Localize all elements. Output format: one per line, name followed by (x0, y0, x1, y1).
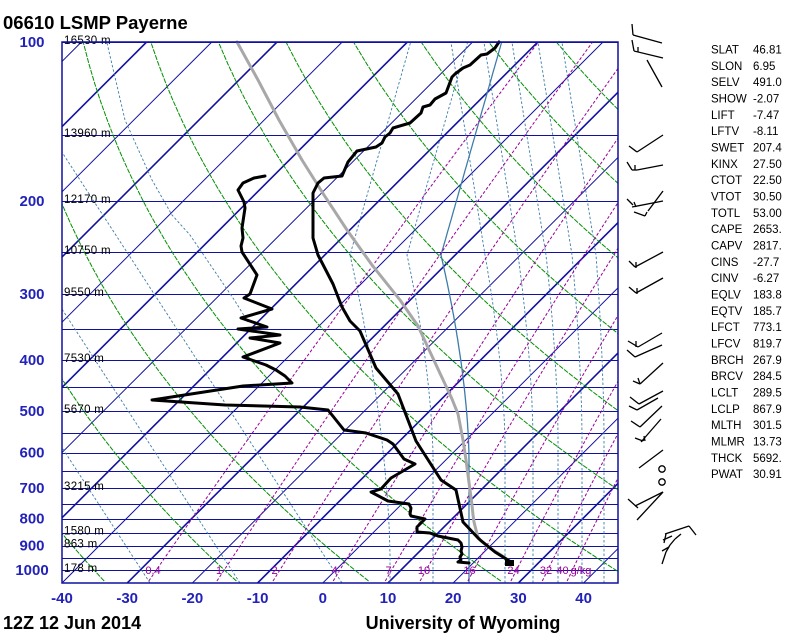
svg-text:LCLP: LCLP (711, 404, 740, 416)
svg-text:600: 600 (19, 445, 44, 462)
svg-text:10750 m: 10750 m (64, 245, 111, 257)
svg-text:PWAT: PWAT (711, 469, 743, 481)
svg-text:30.91: 30.91 (753, 469, 782, 481)
svg-text:LFCV: LFCV (711, 338, 741, 350)
svg-text:SHOW: SHOW (711, 93, 747, 105)
svg-text:100: 100 (19, 34, 44, 51)
svg-text:491.0: 491.0 (753, 77, 782, 89)
svg-text:9550 m: 9550 m (64, 287, 104, 299)
svg-text:1000: 1000 (15, 562, 48, 579)
svg-text:200: 200 (19, 193, 44, 210)
svg-text:-6.27: -6.27 (753, 273, 779, 285)
svg-text:30: 30 (510, 590, 527, 607)
svg-text:5692.: 5692. (753, 453, 782, 465)
svg-text:12170 m: 12170 m (64, 194, 111, 206)
svg-text:53.00: 53.00 (753, 208, 782, 220)
svg-text:CINS: CINS (711, 257, 739, 269)
svg-text:900: 900 (19, 538, 44, 555)
svg-text:MLTH: MLTH (711, 420, 741, 432)
svg-text:1580 m: 1580 m (64, 526, 104, 538)
svg-text:BRCH: BRCH (711, 355, 744, 367)
svg-text:13.73: 13.73 (753, 436, 782, 448)
svg-text:2653.: 2653. (753, 224, 782, 236)
svg-text:-30: -30 (116, 590, 138, 607)
svg-text:800: 800 (19, 511, 44, 528)
svg-text:40: 40 (556, 565, 568, 577)
svg-text:LFTV: LFTV (711, 126, 739, 138)
svg-text:267.9: 267.9 (753, 355, 782, 367)
svg-text:10: 10 (380, 590, 397, 607)
svg-text:-7.47: -7.47 (753, 110, 779, 122)
svg-text:773.1: 773.1 (753, 322, 782, 334)
svg-text:27.50: 27.50 (753, 159, 782, 171)
svg-text:22.50: 22.50 (753, 175, 782, 187)
svg-text:CINV: CINV (711, 273, 739, 285)
svg-text:40: 40 (575, 590, 592, 607)
svg-text:32: 32 (540, 565, 552, 577)
svg-text:-10: -10 (247, 590, 269, 607)
svg-text:5670 m: 5670 m (64, 404, 104, 416)
svg-text:500: 500 (19, 403, 44, 420)
svg-text:2: 2 (271, 565, 277, 577)
svg-text:VTOT: VTOT (711, 191, 741, 203)
svg-text:MLMR: MLMR (711, 436, 745, 448)
svg-text:06610 LSMP Payerne: 06610 LSMP Payerne (3, 12, 188, 33)
svg-text:g/kg: g/kg (571, 565, 592, 577)
svg-text:0.4: 0.4 (145, 565, 160, 577)
svg-text:BRCV: BRCV (711, 371, 743, 383)
svg-text:10: 10 (418, 565, 430, 577)
svg-text:-27.7: -27.7 (753, 257, 779, 269)
svg-text:-8.11: -8.11 (753, 126, 778, 138)
svg-text:24: 24 (507, 565, 519, 577)
svg-text:289.5: 289.5 (753, 387, 782, 399)
svg-text:KINX: KINX (711, 159, 738, 171)
svg-text:301.5: 301.5 (753, 420, 782, 432)
svg-text:CTOT: CTOT (711, 175, 742, 187)
svg-text:LCLT: LCLT (711, 387, 738, 399)
svg-text:1: 1 (216, 565, 222, 577)
svg-text:CAPV: CAPV (711, 240, 743, 252)
svg-text:30.50: 30.50 (753, 191, 782, 203)
svg-text:12Z 12 Jun 2014: 12Z 12 Jun 2014 (3, 613, 141, 633)
svg-text:185.7: 185.7 (753, 306, 782, 318)
svg-text:CAPE: CAPE (711, 224, 743, 236)
svg-text:SWET: SWET (711, 142, 744, 154)
svg-text:EQLV: EQLV (711, 289, 741, 301)
svg-text:THCK: THCK (711, 453, 743, 465)
svg-text:16530 m: 16530 m (64, 35, 111, 47)
svg-text:400: 400 (19, 352, 44, 369)
svg-text:-40: -40 (51, 590, 73, 607)
svg-text:16: 16 (463, 565, 475, 577)
svg-text:863 m: 863 m (64, 539, 97, 551)
svg-text:0: 0 (319, 590, 327, 607)
svg-text:819.7: 819.7 (753, 338, 782, 350)
svg-text:4: 4 (331, 565, 337, 577)
svg-text:EQTV: EQTV (711, 306, 743, 318)
svg-text:2817.: 2817. (753, 240, 782, 252)
svg-text:SELV: SELV (711, 77, 740, 89)
svg-text:284.5: 284.5 (753, 371, 782, 383)
svg-text:6.95: 6.95 (753, 61, 775, 73)
svg-text:207.4: 207.4 (753, 142, 782, 154)
svg-text:13960 m: 13960 m (64, 128, 111, 140)
svg-text:7: 7 (385, 565, 391, 577)
svg-text:-20: -20 (182, 590, 204, 607)
svg-text:LFCT: LFCT (711, 322, 740, 334)
svg-text:University of Wyoming: University of Wyoming (366, 613, 561, 633)
svg-text:183.8: 183.8 (753, 289, 782, 301)
svg-text:-2.07: -2.07 (753, 93, 779, 105)
svg-text:46.81: 46.81 (753, 45, 782, 57)
svg-text:LIFT: LIFT (711, 110, 735, 122)
svg-text:SLON: SLON (711, 61, 742, 73)
svg-text:178 m: 178 m (64, 563, 97, 575)
svg-text:SLAT: SLAT (711, 45, 739, 57)
svg-text:867.9: 867.9 (753, 404, 782, 416)
svg-text:7530 m: 7530 m (64, 353, 104, 365)
svg-text:20: 20 (445, 590, 462, 607)
svg-text:3215 m: 3215 m (64, 481, 104, 493)
svg-text:700: 700 (19, 480, 44, 497)
svg-text:TOTL: TOTL (711, 208, 741, 220)
svg-text:300: 300 (19, 286, 44, 303)
